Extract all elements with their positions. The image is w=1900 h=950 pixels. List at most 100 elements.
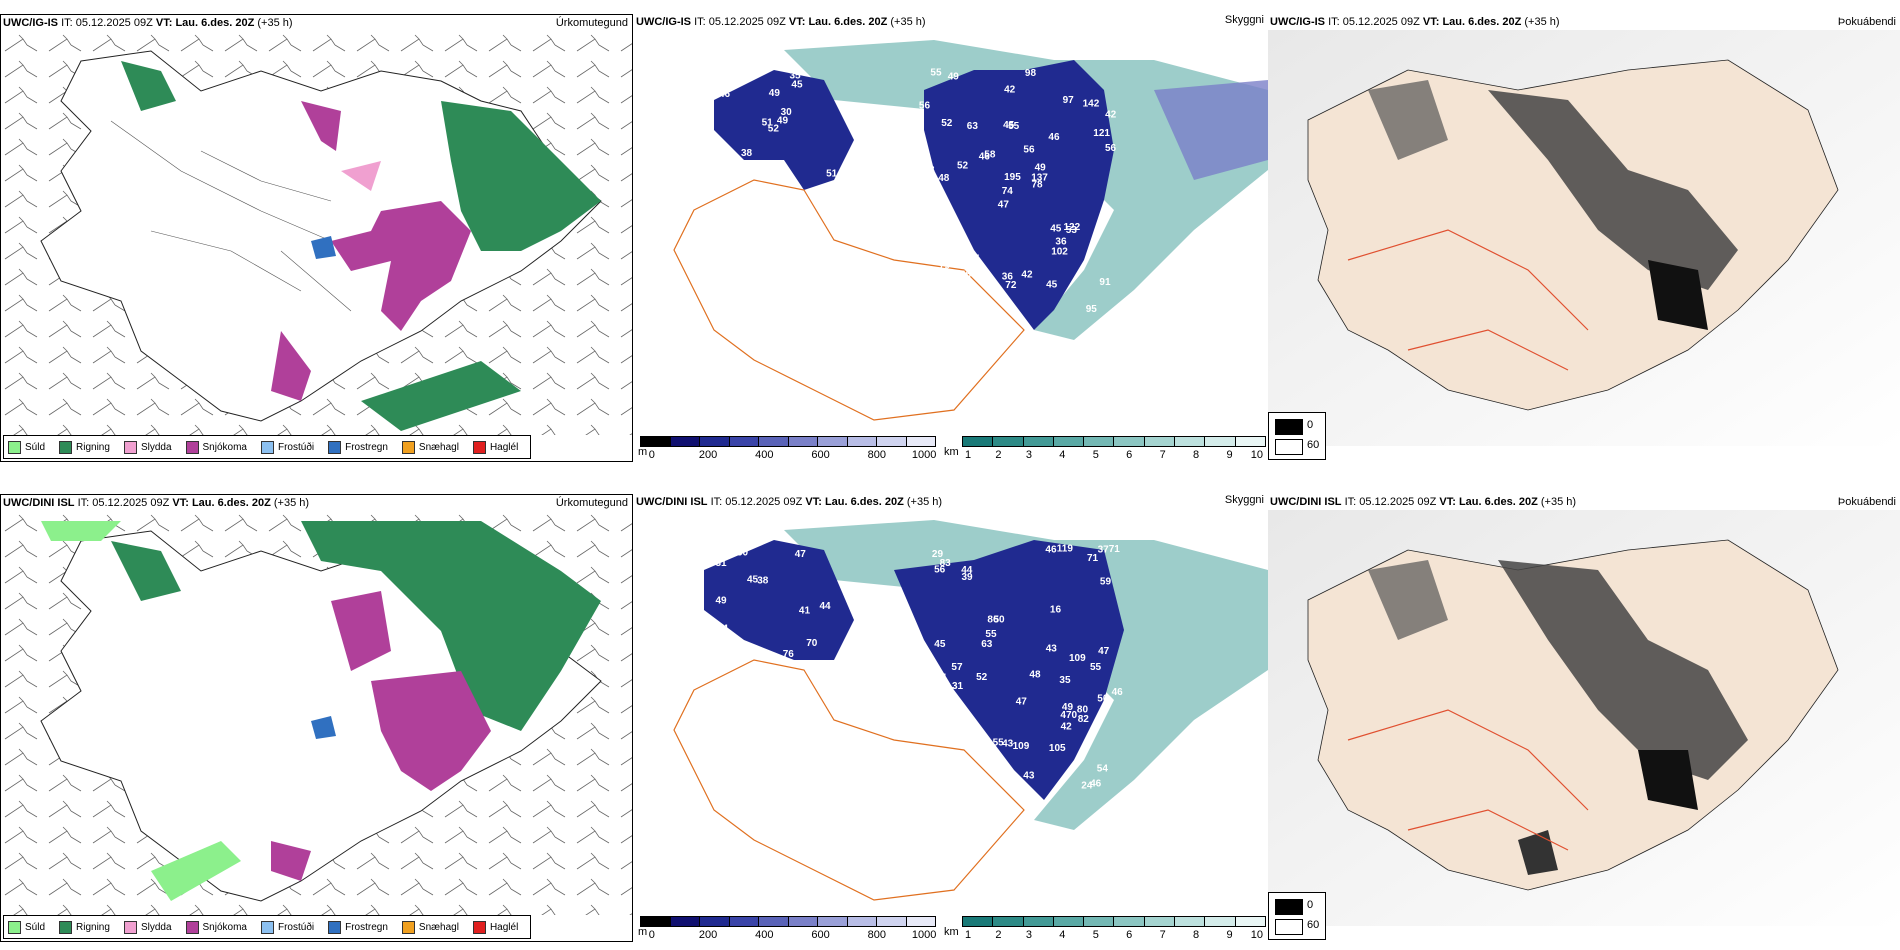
ceiling-label: 46 bbox=[1112, 687, 1124, 698]
low-ceiling-westfjords bbox=[714, 70, 854, 190]
ceiling-label: 29 bbox=[932, 549, 944, 560]
ceiling-label: 49 bbox=[777, 116, 789, 127]
ceiling-label: 55 bbox=[985, 629, 997, 640]
legend-swatch bbox=[8, 440, 21, 454]
legend-swatch bbox=[185, 440, 199, 454]
ceiling-label: 24 bbox=[1081, 781, 1093, 792]
ceiling-label: 97 bbox=[1063, 95, 1075, 106]
ceiling-label: 83 bbox=[940, 558, 952, 569]
ceiling-label: 42 bbox=[1004, 85, 1016, 96]
ceiling-label: 52 bbox=[957, 160, 969, 171]
tick-label: 8 bbox=[1193, 449, 1200, 461]
ceiling-label: 45 bbox=[747, 575, 759, 586]
ceiling-label: 42 bbox=[1061, 722, 1073, 733]
ceiling-label: 48 bbox=[1029, 670, 1041, 681]
ceiling-label: 109 bbox=[1069, 653, 1086, 664]
ceiling-label: 36 bbox=[1055, 236, 1067, 247]
freezing-rain-area bbox=[311, 236, 336, 259]
ceiling-label: 142 bbox=[1083, 98, 1100, 109]
fog-legend-label: 0 bbox=[1307, 419, 1314, 431]
tick-label: 5 bbox=[1092, 929, 1099, 941]
fog-area-nw bbox=[1368, 560, 1448, 640]
ceiling-label: 38 bbox=[757, 575, 769, 586]
sleet-area bbox=[341, 161, 381, 191]
tick-label: 7 bbox=[1159, 449, 1166, 461]
ceiling-label: 43 bbox=[1002, 739, 1014, 750]
ceiling-label: 43 bbox=[1023, 771, 1035, 782]
ceiling-label: 38 bbox=[924, 165, 936, 176]
ceiling-label: 91 bbox=[1099, 277, 1111, 288]
ceiling-label: 71 bbox=[1109, 544, 1121, 555]
ceiling-label: 47 bbox=[1098, 646, 1110, 657]
legend-freezing-drizzle: Frostúði bbox=[260, 920, 322, 934]
tick-label: 7 bbox=[1159, 929, 1166, 941]
panel-header: UWC/IG-IS IT: 05.12.2025 09Z VT: Lau. 6.… bbox=[1268, 14, 1900, 30]
snow-area-central bbox=[331, 201, 471, 331]
tick-label: 9 bbox=[1226, 449, 1233, 461]
ceiling-label: 54 bbox=[1097, 764, 1109, 775]
fog-legend-label: 60 bbox=[1307, 439, 1320, 451]
ceiling-label: 47 bbox=[968, 254, 980, 265]
visibility-colorbar-swatches bbox=[962, 436, 1266, 447]
ceiling-label: 50 bbox=[1097, 694, 1109, 705]
ceiling-label: 57 bbox=[951, 662, 963, 673]
tick-label: 10 bbox=[1250, 449, 1263, 461]
ceiling-label: 47 bbox=[998, 200, 1010, 211]
ceiling-label: 74 bbox=[1002, 186, 1014, 197]
legend-swatch bbox=[8, 920, 21, 934]
fog-legend-white bbox=[1275, 439, 1303, 455]
ceiling-label: 55 bbox=[1008, 121, 1020, 132]
legend-swatch bbox=[59, 440, 73, 454]
snow-area-north bbox=[301, 101, 341, 151]
low-ceiling-sea bbox=[1154, 80, 1268, 180]
ceiling-label: 102 bbox=[1051, 246, 1068, 257]
precip-type-panel-top: UWC/IG-IS IT: 05.12.2025 09Z VT: Lau. 6.… bbox=[0, 14, 633, 462]
ceiling-label: 80 bbox=[1077, 705, 1089, 716]
ceiling-label: 86 bbox=[987, 614, 999, 625]
snow-area-south bbox=[271, 841, 311, 881]
tick-label: 400 bbox=[755, 929, 774, 941]
tick-label: 0 bbox=[648, 449, 655, 461]
fog-legend-black bbox=[1275, 899, 1303, 915]
ceiling-label: 44 bbox=[820, 601, 832, 612]
panel-header: UWC/IG-IS IT: 05.12.2025 09Z VT: Lau. 6.… bbox=[1, 15, 632, 31]
ceiling-label: 45 bbox=[1003, 120, 1015, 131]
ceiling-label: 49 bbox=[948, 71, 960, 82]
ceiling-label: 82 bbox=[1078, 714, 1090, 725]
fog-dense-area bbox=[1488, 90, 1738, 290]
ceiling-label: 46 bbox=[719, 89, 731, 100]
tick-label: 800 bbox=[867, 449, 886, 461]
panel-header: UWC/IG-IS IT: 05.12.2025 09Z VT: Lau. 6.… bbox=[634, 14, 1268, 30]
low-ceiling-east bbox=[924, 60, 1114, 330]
ceiling-label: 46 bbox=[1048, 132, 1060, 143]
ceiling-label: 70 bbox=[806, 638, 818, 649]
ceiling-label: 63 bbox=[955, 711, 967, 722]
tick-label: 1000 bbox=[911, 929, 937, 941]
rain-area-nw bbox=[111, 541, 181, 601]
ceiling-label: 52 bbox=[941, 118, 953, 129]
ceiling-label: 47 bbox=[1016, 697, 1028, 708]
legend-swatch bbox=[260, 440, 274, 454]
legend-swatch bbox=[260, 920, 274, 934]
snow-area-south bbox=[271, 331, 311, 401]
legend-snow-pellets: Snæhagl bbox=[401, 920, 467, 934]
ceiling-label: 470 bbox=[1060, 710, 1077, 721]
tick-label: 4 bbox=[1059, 929, 1066, 941]
ceiling-label: 56 bbox=[934, 564, 946, 575]
ceiling-label: 45 bbox=[791, 79, 803, 90]
tick-label: 200 bbox=[698, 449, 718, 461]
fog-area-core bbox=[1648, 260, 1708, 330]
visibility-unit: km bbox=[944, 926, 959, 938]
fog-map bbox=[1268, 510, 1900, 926]
legend-freezing-drizzle: Frostúði bbox=[260, 440, 322, 454]
legend-swatch bbox=[328, 440, 342, 454]
ceiling-label: 76 bbox=[783, 649, 795, 660]
tick-label: 4 bbox=[1059, 449, 1066, 461]
ceiling-unit: m bbox=[638, 926, 648, 938]
legend-swatch bbox=[59, 920, 73, 934]
ceiling-label: 95 bbox=[1086, 304, 1098, 315]
ceiling-label: 109 bbox=[1013, 741, 1030, 752]
legend-hail: Haglél bbox=[472, 440, 526, 454]
rain-area-sea bbox=[361, 361, 521, 431]
fog-legend-black bbox=[1275, 419, 1303, 435]
